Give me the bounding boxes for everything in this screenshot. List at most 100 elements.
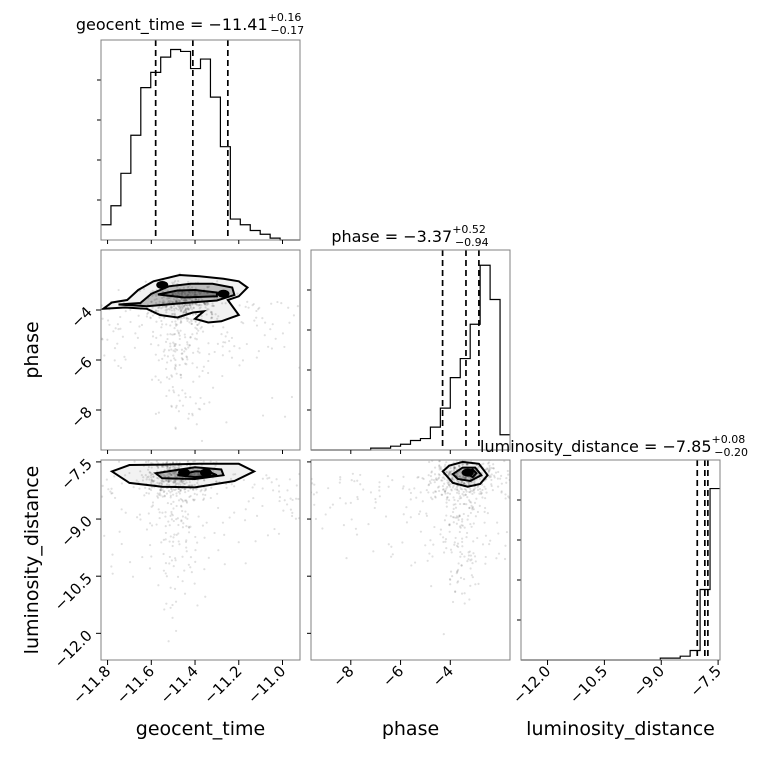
sample-point	[108, 323, 111, 326]
sample-point	[344, 502, 347, 505]
sample-point	[159, 494, 162, 497]
sample-point	[497, 552, 501, 555]
sample-point	[180, 504, 183, 507]
sample-point	[461, 537, 464, 540]
sample-point	[436, 478, 439, 482]
sample-point	[441, 479, 444, 482]
sample-point	[447, 482, 450, 485]
sample-point	[430, 478, 433, 481]
sample-point	[175, 300, 178, 303]
sample-point	[463, 526, 466, 529]
sample-point	[138, 487, 141, 490]
sample-point	[435, 477, 438, 480]
sample-point	[196, 604, 199, 607]
sample-point	[484, 534, 488, 537]
sample-point	[171, 544, 174, 548]
sample-point	[450, 469, 453, 473]
sample-point	[467, 482, 470, 485]
sample-point	[251, 304, 254, 307]
sample-point	[162, 480, 166, 483]
sample-point	[169, 324, 172, 327]
sample-point	[173, 465, 176, 468]
y-axis-title-luminosity_distance: luminosity_distance	[21, 466, 43, 655]
sample-point	[168, 483, 171, 487]
sample-point	[185, 501, 189, 504]
sample-point	[152, 475, 155, 478]
sample-point	[463, 555, 466, 558]
sample-point	[264, 321, 267, 324]
sample-point	[200, 456, 202, 458]
sample-point	[429, 481, 432, 485]
sample-point	[466, 496, 469, 499]
sample-point	[478, 504, 481, 507]
sample-point	[453, 466, 456, 469]
sample-point	[451, 477, 454, 481]
sample-point	[446, 479, 449, 482]
sample-point	[177, 487, 180, 490]
sample-point	[180, 293, 184, 296]
sample-point	[443, 490, 447, 493]
sample-point	[188, 303, 192, 306]
sample-point	[443, 490, 446, 493]
sample-point	[221, 521, 225, 524]
sample-point	[283, 345, 286, 349]
sample-point	[167, 307, 170, 311]
sample-point	[161, 465, 164, 468]
sample-point	[459, 485, 462, 488]
sample-point	[242, 478, 245, 482]
sample-point	[172, 479, 175, 482]
sample-point	[505, 530, 509, 534]
sample-point	[485, 467, 489, 470]
sample-point	[463, 502, 466, 506]
sample-point	[137, 481, 140, 484]
sample-point	[183, 488, 186, 491]
sample-point	[171, 461, 174, 464]
sample-point	[163, 305, 166, 308]
sample-point	[165, 308, 169, 311]
sample-point	[195, 493, 199, 496]
sample-point	[107, 488, 110, 491]
sample-point	[427, 474, 430, 477]
sample-point	[191, 362, 194, 365]
sample-point	[458, 530, 461, 534]
sample-point	[151, 335, 155, 338]
sample-point	[170, 518, 174, 521]
sample-point	[467, 476, 470, 479]
sample-point	[253, 319, 256, 322]
sample-point	[183, 347, 187, 350]
sample-point	[440, 479, 443, 482]
sample-point	[465, 503, 468, 506]
sample-point	[166, 465, 169, 468]
sample-point	[233, 485, 236, 488]
sample-point	[114, 327, 117, 330]
sample-point	[165, 361, 169, 364]
sample-point	[447, 483, 451, 487]
sample-point	[216, 342, 219, 345]
sample-point	[161, 488, 164, 492]
sample-point	[184, 298, 188, 302]
sample-point	[184, 499, 188, 502]
sample-point	[165, 323, 168, 326]
sample-point	[191, 291, 194, 294]
sample-point	[191, 308, 194, 311]
sample-point	[179, 451, 181, 453]
sample-point	[445, 505, 448, 508]
sample-point	[257, 350, 260, 353]
sample-point	[419, 491, 422, 494]
contour-group-1	[109, 462, 257, 489]
sample-point	[215, 480, 218, 483]
sample-point	[190, 322, 193, 325]
sample-point	[443, 482, 446, 485]
sample-point	[446, 496, 449, 499]
sample-point	[124, 310, 127, 313]
sample-point	[183, 499, 187, 502]
sample-point	[226, 331, 229, 334]
density-peak-1	[217, 289, 230, 298]
sample-point	[438, 489, 441, 493]
sample-point	[327, 487, 330, 490]
sample-point	[422, 477, 425, 481]
sample-point	[495, 557, 498, 560]
sample-point	[164, 367, 168, 371]
sample-point	[474, 583, 477, 586]
sample-point	[434, 455, 436, 457]
